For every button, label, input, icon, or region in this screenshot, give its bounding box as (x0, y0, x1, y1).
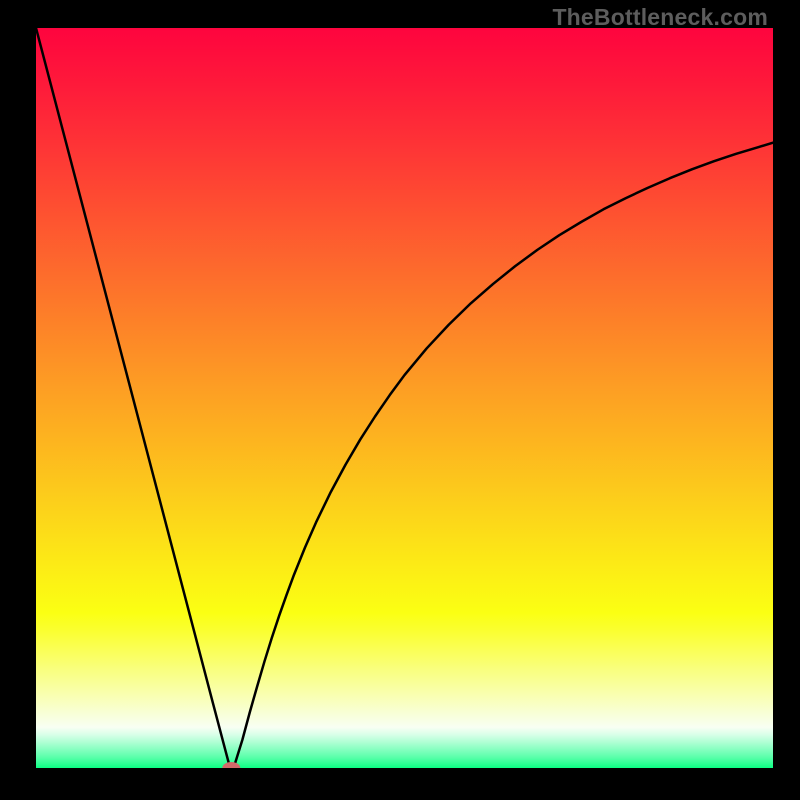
watermark-text: TheBottleneck.com (552, 4, 768, 31)
plot-area (36, 28, 773, 768)
chart-container: TheBottleneck.com (0, 0, 800, 800)
gradient-background (36, 28, 773, 768)
chart-svg (36, 28, 773, 768)
